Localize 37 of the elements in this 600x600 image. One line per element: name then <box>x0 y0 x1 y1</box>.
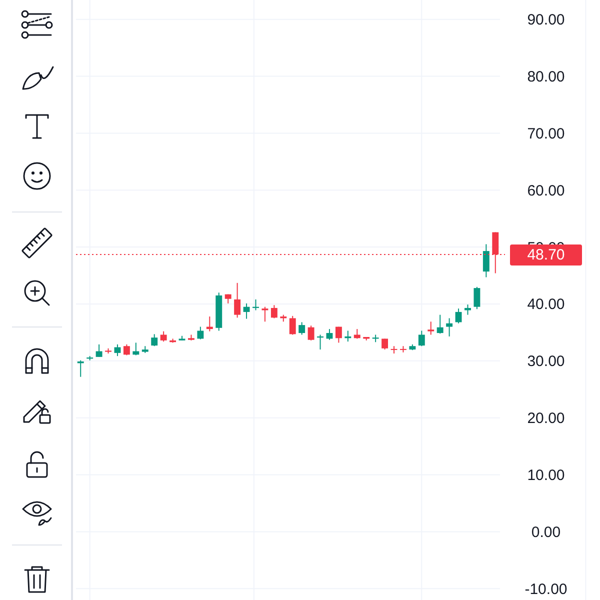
y-tick-label: 60.00 <box>527 182 565 200</box>
candlestick <box>436 314 444 334</box>
y-tick-label: 70.00 <box>527 125 565 142</box>
candlestick <box>197 326 204 340</box>
candlestick <box>418 330 425 347</box>
candlestick <box>298 322 306 336</box>
candlestick <box>455 308 462 324</box>
candlestick <box>308 325 314 341</box>
y-tick-label: 30.00 <box>527 353 565 370</box>
candlestick <box>382 338 388 350</box>
candlestick <box>160 330 167 342</box>
candlestick <box>151 334 158 347</box>
y-tick-label: 40.00 <box>527 296 565 314</box>
candlestick <box>289 315 296 336</box>
y-tick-label: 20.00 <box>527 410 565 428</box>
candlestick <box>114 344 121 357</box>
candlestick <box>234 282 241 318</box>
candlestick <box>317 334 324 350</box>
candlestick <box>326 328 333 340</box>
candlestick <box>132 342 140 356</box>
y-tick-label: 80.00 <box>527 68 565 86</box>
y-tick-label: -10.00 <box>524 580 568 598</box>
candlestick <box>243 302 250 320</box>
y-tick-label: 90.00 <box>527 12 565 29</box>
candlestick <box>474 286 480 310</box>
candlestick <box>123 344 130 356</box>
y-tick-label: 10.00 <box>527 467 565 484</box>
candlestick <box>482 244 490 278</box>
ref-line-label: 48.70 <box>527 246 565 264</box>
candlestick <box>96 344 102 358</box>
candlestick <box>335 326 342 344</box>
candlestick <box>428 321 434 336</box>
y-tick-label: 0.00 <box>531 524 561 541</box>
candlestick <box>446 318 453 337</box>
candlestick <box>270 304 278 319</box>
candlestick <box>252 298 259 311</box>
candlestick <box>354 328 360 340</box>
